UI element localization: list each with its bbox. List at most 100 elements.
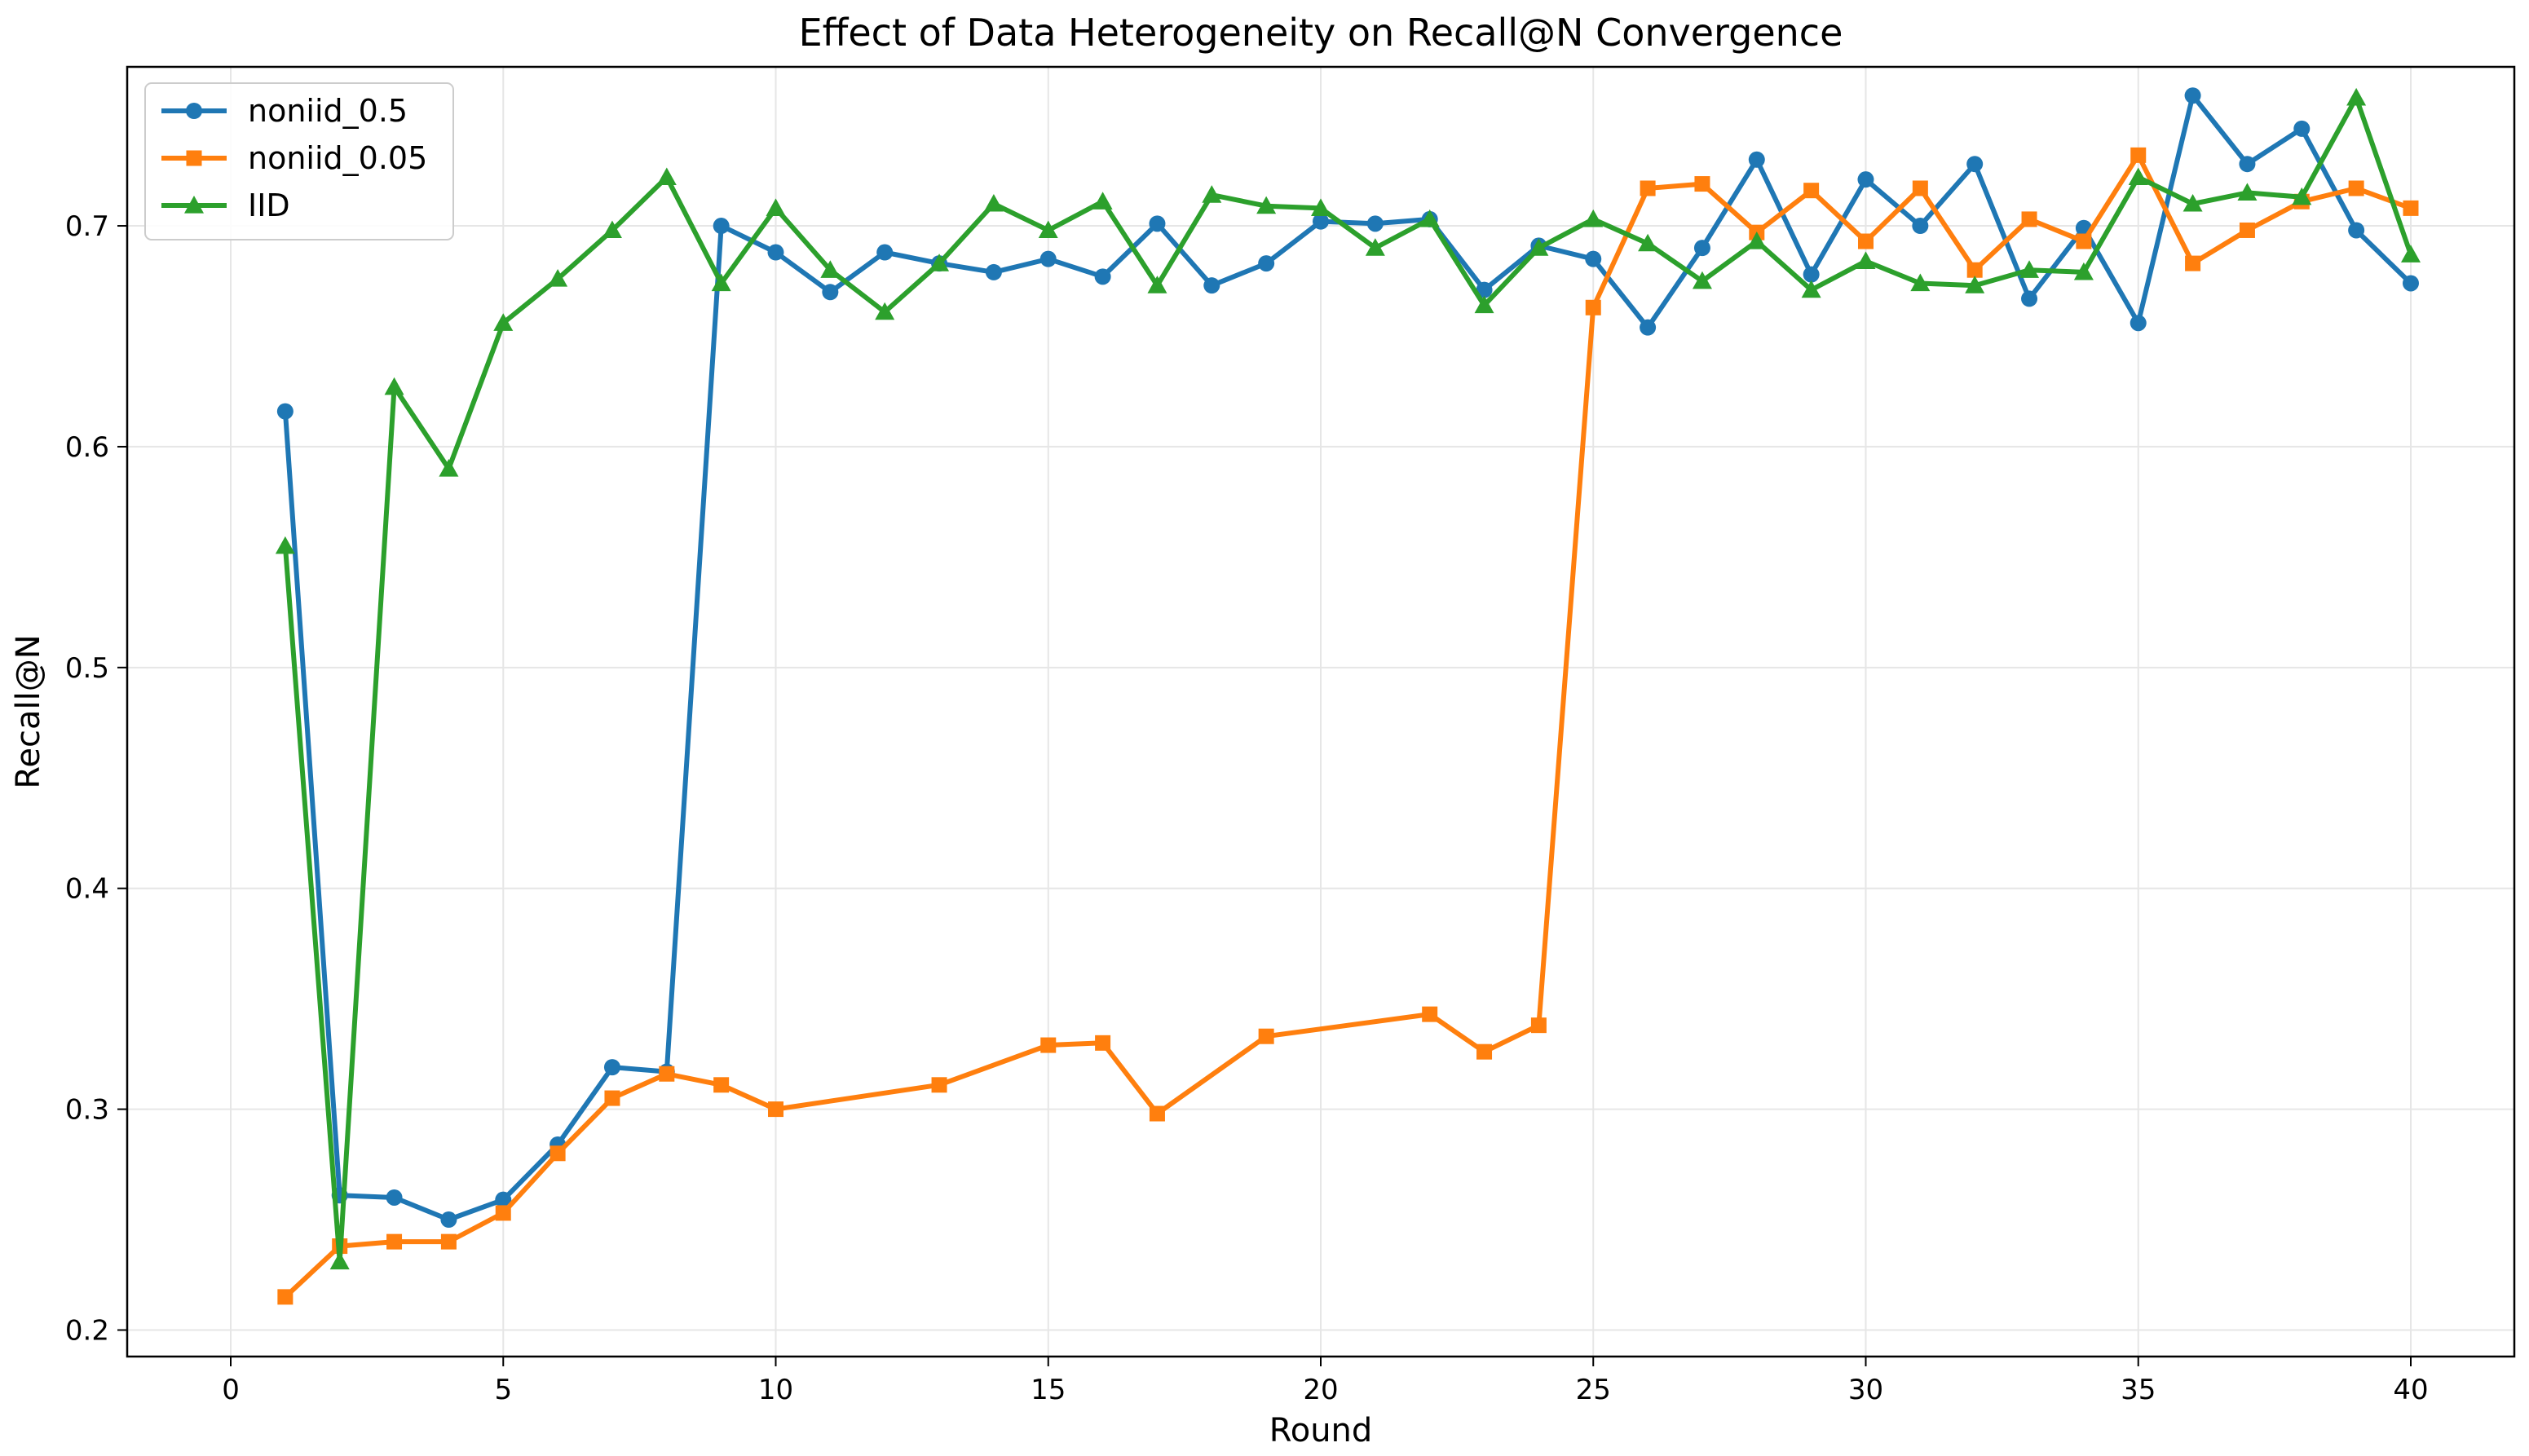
legend-marker	[186, 103, 202, 119]
y-tick-label: 0.6	[65, 431, 109, 464]
data-point	[1311, 198, 1331, 216]
series-noniid-0-05	[277, 147, 2419, 1305]
data-point	[1748, 151, 1765, 168]
data-point	[1692, 271, 1712, 289]
data-point	[2237, 183, 2258, 201]
data-point	[1474, 295, 1494, 314]
legend-label: noniid_0.05	[248, 140, 427, 176]
data-point	[1419, 209, 1440, 227]
legend: noniid_0.5 noniid_0.05 IID	[144, 82, 454, 240]
data-point	[1529, 238, 1549, 256]
data-point	[386, 1189, 403, 1206]
data-point	[2348, 180, 2364, 196]
data-point	[2021, 211, 2037, 227]
data-point	[495, 1191, 512, 1208]
data-point	[549, 1145, 566, 1162]
legend-item: noniid_0.05	[161, 140, 427, 176]
data-point	[1965, 276, 1985, 293]
y-tick-label: 0.4	[65, 873, 109, 906]
x-tick-label: 5	[494, 1374, 512, 1406]
data-point	[1966, 156, 1984, 173]
data-point	[2130, 315, 2147, 332]
data-point	[2239, 156, 2256, 173]
data-point	[985, 263, 1002, 280]
data-point	[1803, 183, 1820, 199]
data-point	[602, 220, 622, 239]
data-point	[495, 1205, 511, 1221]
legend-label: noniid_0.5	[248, 93, 408, 129]
data-point	[820, 260, 841, 278]
data-point	[1149, 1105, 1165, 1122]
data-point	[876, 244, 894, 261]
data-point	[659, 1066, 675, 1082]
data-point	[1803, 266, 1820, 283]
x-tick-label: 0	[222, 1374, 240, 1406]
y-tick-label: 0.2	[65, 1314, 109, 1347]
data-point	[386, 1233, 403, 1250]
legend-marker	[184, 196, 204, 214]
data-point	[1912, 180, 1928, 196]
data-point	[1366, 215, 1384, 232]
x-tick-label: 35	[2121, 1374, 2156, 1406]
data-point	[2292, 187, 2312, 205]
data-point	[603, 1059, 620, 1076]
data-point	[1203, 277, 1220, 294]
data-point	[2130, 147, 2147, 163]
data-point	[875, 302, 895, 320]
data-point	[931, 1077, 947, 1093]
data-point	[1638, 233, 1658, 252]
data-point	[711, 273, 731, 292]
data-point	[1694, 176, 1710, 192]
y-tick-label: 0.7	[65, 210, 109, 243]
data-point	[1912, 218, 1929, 235]
y-axis-label: Recall@N	[10, 634, 47, 788]
data-point	[2346, 87, 2367, 106]
x-tick-label: 25	[1576, 1374, 1611, 1406]
data-point	[439, 459, 459, 477]
data-series	[275, 87, 2421, 1305]
data-point	[275, 536, 295, 554]
data-point	[1585, 250, 1602, 267]
data-point	[1094, 268, 1111, 285]
data-point	[822, 284, 839, 301]
data-point	[384, 377, 404, 395]
data-point	[1583, 209, 1604, 227]
x-axis-label: Round	[1269, 1412, 1373, 1449]
series-line	[282, 152, 2413, 1299]
data-point	[1746, 232, 1767, 249]
data-point	[1202, 185, 1222, 203]
data-point	[1095, 1035, 1111, 1051]
legend-box	[144, 82, 454, 240]
x-tick-label: 20	[1303, 1374, 1338, 1406]
data-point	[1258, 255, 1275, 272]
data-point	[1313, 213, 1329, 230]
data-point	[1365, 238, 1385, 256]
data-point	[2184, 87, 2201, 104]
data-point	[1422, 1006, 1438, 1022]
data-point	[2073, 262, 2094, 280]
data-point	[1149, 215, 1166, 232]
data-point	[1966, 262, 1983, 278]
data-point	[329, 1251, 350, 1270]
series-iid	[275, 87, 2421, 1270]
data-point	[2019, 260, 2040, 278]
data-point	[1693, 240, 1710, 257]
legend-marker	[186, 150, 202, 166]
data-point	[1256, 196, 1277, 214]
data-point	[1801, 280, 1821, 298]
data-point	[2403, 200, 2419, 216]
data-point	[2402, 275, 2419, 292]
y-tick-label: 0.5	[65, 652, 109, 685]
data-point	[1040, 1037, 1057, 1053]
data-point	[440, 1233, 457, 1250]
data-point	[1857, 233, 1874, 249]
data-point	[2400, 245, 2421, 263]
data-point	[1092, 192, 1113, 210]
data-point	[2348, 222, 2365, 239]
data-point	[277, 1289, 294, 1305]
data-point	[656, 167, 677, 186]
data-point	[1857, 171, 1874, 188]
data-point	[1585, 299, 1601, 315]
